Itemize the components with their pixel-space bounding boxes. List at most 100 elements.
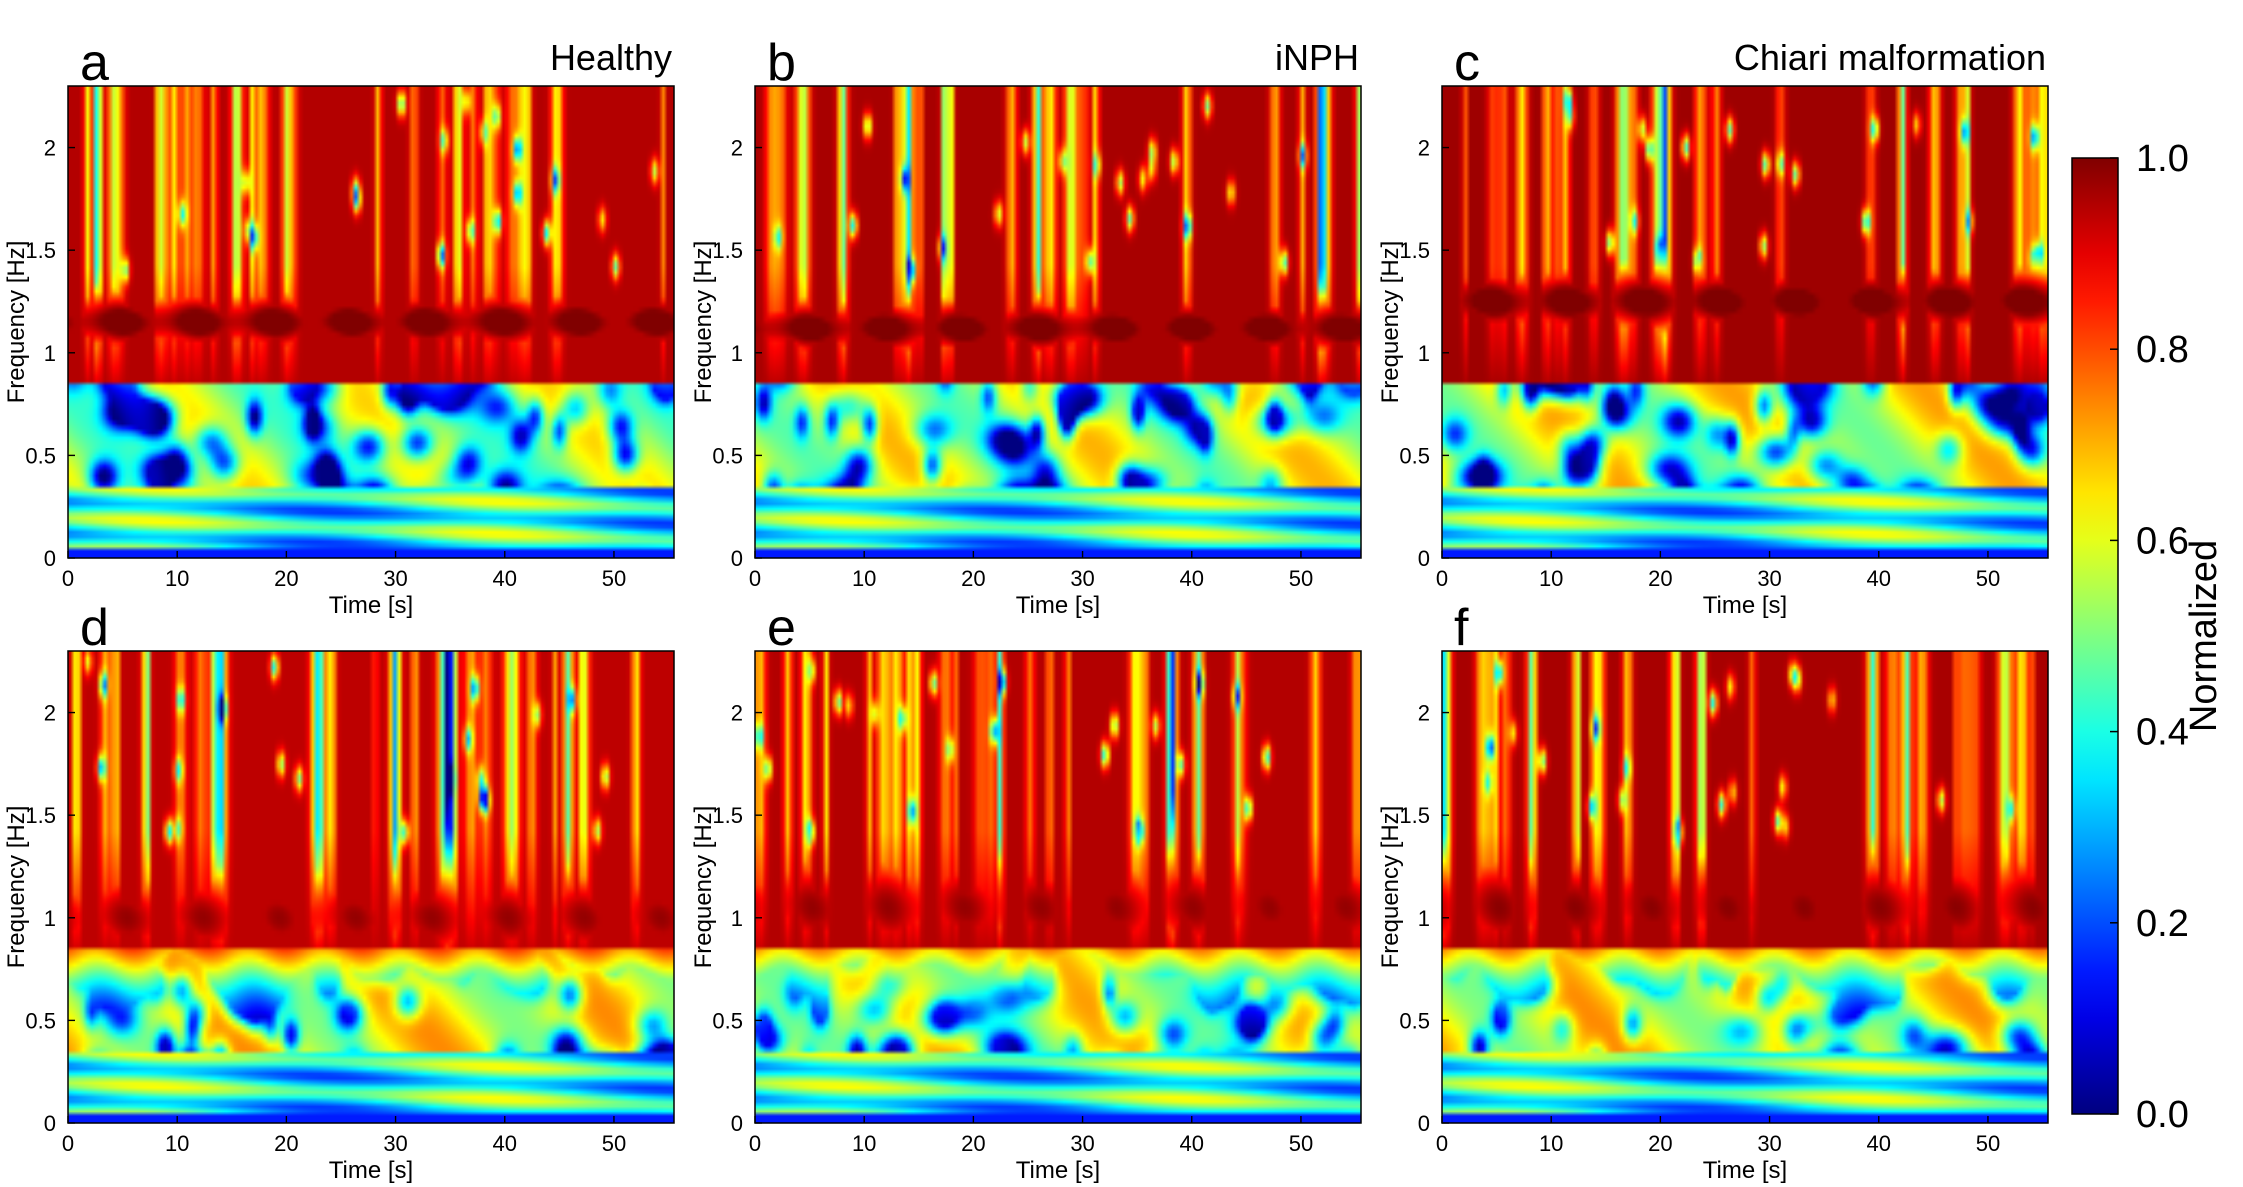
x-tick-label: 0 — [749, 1131, 761, 1156]
x-tick-label: 40 — [493, 1131, 517, 1156]
heatmap-b — [755, 86, 1361, 558]
axes-frame-a — [67, 85, 675, 559]
x-tick-label: 10 — [852, 566, 876, 591]
x-tick-label: 0 — [749, 566, 761, 591]
x-tick-label: 50 — [602, 1131, 626, 1156]
colorbar-ticks: 0.0 0.2 0.4 0.6 0.8 1.0 — [2110, 138, 2189, 1136]
panel-f: 0 10 20 30 40 50 0 0.5 1 1.5 2 Time [s] Frequency [H… — [1377, 599, 2049, 1184]
x-tick-label: 0 — [1436, 1131, 1448, 1156]
colorbar-tick-label: 1.0 — [2136, 138, 2189, 180]
x-axis-label: Time [s] — [1016, 1157, 1100, 1184]
heatmap-e — [755, 651, 1361, 1123]
y-tick-label: 2 — [1418, 701, 1430, 726]
x-tick-label: 20 — [1648, 566, 1672, 591]
panel-e: 0 10 20 30 40 50 0 0.5 1 1.5 2 Time [s] Frequency [H… — [690, 599, 1362, 1184]
x-tick-label: 30 — [1757, 566, 1781, 591]
x-tick-label: 10 — [1539, 566, 1563, 591]
y-tick-label: 0 — [44, 1111, 56, 1136]
x-tick-label: 50 — [1976, 1131, 2000, 1156]
x-tick-label: 10 — [165, 1131, 189, 1156]
y-tick-label: 0.5 — [25, 443, 56, 468]
x-axis-label: Time [s] — [329, 1157, 413, 1184]
panel-title: Healthy — [550, 37, 672, 78]
x-tick-label: 30 — [1757, 1131, 1781, 1156]
x-tick-label: 10 — [1539, 1131, 1563, 1156]
y-tick-label: 0.5 — [1399, 1008, 1430, 1033]
panel-c: 0 10 20 30 40 50 0 0.5 1 1.5 2 Time [s] Frequency [H… — [1377, 34, 2049, 619]
axes-frame-f — [1441, 650, 2049, 1124]
heatmap-f — [1442, 651, 2048, 1123]
panel-b: 0 10 20 30 40 50 0 0.5 1 1.5 2 Time [s] Frequency [H… — [690, 34, 1362, 619]
y-tick-label: 2 — [1418, 136, 1430, 161]
y-tick-label: 0.5 — [1399, 443, 1430, 468]
x-tick-label: 40 — [1867, 1131, 1891, 1156]
x-tick-label: 40 — [1867, 566, 1891, 591]
y-axis-label: Frequency [Hz] — [1377, 241, 1404, 404]
y-tick-label: 2 — [731, 136, 743, 161]
panel-letter: f — [1454, 599, 1469, 657]
y-tick-label: 1.5 — [1399, 238, 1430, 263]
colorbar-tick-label: 0.2 — [2136, 903, 2189, 945]
x-axis-label: Time [s] — [1703, 592, 1787, 619]
colorbar-tick-label: 0.0 — [2136, 1094, 2189, 1136]
colorbar-fill — [2072, 158, 2118, 1114]
y-tick-label: 1 — [44, 341, 56, 366]
x-axis-label: Time [s] — [1703, 1157, 1787, 1184]
x-tick-label: 0 — [1436, 566, 1448, 591]
x-tick-label: 10 — [165, 566, 189, 591]
y-tick-label: 0.5 — [712, 1008, 743, 1033]
x-tick-label: 50 — [602, 566, 626, 591]
colorbar-label: Normalized — [2183, 540, 2225, 732]
x-tick-label: 20 — [1648, 1131, 1672, 1156]
axes-frame-d — [67, 650, 675, 1124]
y-axis-label: Frequency [Hz] — [690, 806, 717, 969]
x-axis-label: Time [s] — [329, 592, 413, 619]
panel-letter: d — [80, 599, 109, 657]
x-tick-label: 30 — [383, 566, 407, 591]
y-tick-label: 1.5 — [1399, 803, 1430, 828]
y-tick-label: 0 — [731, 1111, 743, 1136]
x-tick-label: 0 — [62, 1131, 74, 1156]
y-tick-label: 1.5 — [712, 803, 743, 828]
y-tick-label: 2 — [44, 136, 56, 161]
y-tick-label: 2 — [731, 701, 743, 726]
colorbar-tick-label: 0.8 — [2136, 329, 2189, 371]
x-tick-label: 20 — [274, 566, 298, 591]
y-tick-label: 1 — [731, 906, 743, 931]
x-tick-label: 20 — [274, 1131, 298, 1156]
y-tick-label: 1.5 — [25, 803, 56, 828]
heatmap-d — [68, 651, 674, 1123]
x-tick-label: 50 — [1289, 1131, 1313, 1156]
x-tick-label: 20 — [961, 566, 985, 591]
y-axis-label: Frequency [Hz] — [690, 241, 717, 404]
y-tick-label: 1.5 — [25, 238, 56, 263]
panel-a: 0 10 20 30 40 50 0 0.5 1 1.5 2 Time [s] Frequency [H… — [3, 34, 675, 619]
y-tick-label: 0.5 — [712, 443, 743, 468]
x-tick-label: 50 — [1289, 566, 1313, 591]
x-tick-label: 40 — [1180, 566, 1204, 591]
x-tick-label: 50 — [1976, 566, 2000, 591]
heatmap-c — [1442, 86, 2048, 558]
y-axis-label: Frequency [Hz] — [1377, 806, 1404, 969]
panel-title: iNPH — [1275, 37, 1359, 78]
heatmap-a — [68, 86, 674, 558]
panel-letter: c — [1454, 34, 1480, 92]
axes-frame-e — [754, 650, 1362, 1124]
y-tick-label: 0 — [1418, 546, 1430, 571]
y-tick-label: 1 — [1418, 341, 1430, 366]
y-tick-label: 0.5 — [25, 1008, 56, 1033]
colorbar-tick-label: 0.4 — [2136, 712, 2189, 754]
colorbar-frame — [2071, 157, 2119, 1115]
panel-d: 0 10 20 30 40 50 0 0.5 1 1.5 2 Time [s] Frequency [H… — [3, 599, 675, 1184]
y-tick-label: 0 — [1418, 1111, 1430, 1136]
y-tick-label: 1 — [1418, 906, 1430, 931]
y-axis-label: Frequency [Hz] — [3, 241, 30, 404]
x-tick-label: 0 — [62, 566, 74, 591]
panel-letter: b — [767, 34, 796, 92]
y-tick-label: 0 — [731, 546, 743, 571]
x-tick-label: 40 — [493, 566, 517, 591]
axes-frame-b — [754, 85, 1362, 559]
x-tick-label: 10 — [852, 1131, 876, 1156]
